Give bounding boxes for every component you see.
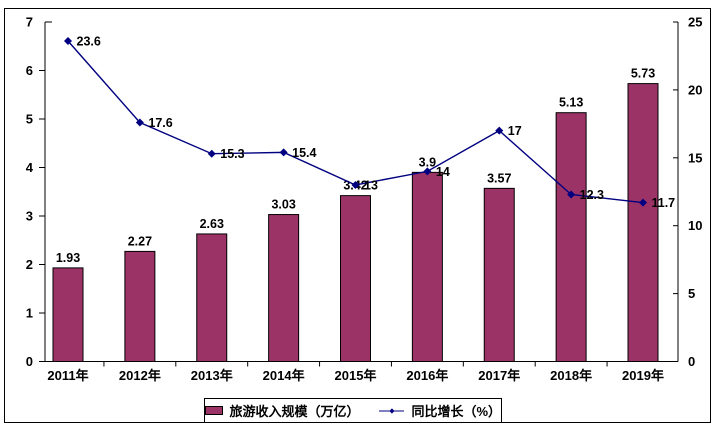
line-marker-diamond (423, 167, 432, 176)
x-category-label: 2013年 (191, 368, 233, 383)
bar-2015年 (340, 195, 371, 362)
line-value-label: 14 (436, 165, 450, 179)
x-category-label: 2011年 (47, 368, 88, 383)
line-value-label: 13 (364, 178, 378, 192)
line-value-label: 23.6 (77, 35, 101, 49)
line-value-label: 15.4 (292, 146, 316, 160)
chart-legend: 旅游收入规模（万亿） 同比增长（%） (204, 398, 502, 423)
x-category-label: 2018年 (550, 368, 592, 383)
x-category-label: 2017年 (478, 368, 520, 383)
legend-bar-series-label: 旅游收入规模（万亿） (229, 404, 360, 419)
line-value-label: 12.3 (580, 188, 604, 202)
legend-line-marker-icon (378, 407, 405, 414)
legend-bar-swatch-icon (205, 406, 223, 415)
y-left-tick-label: 2 (26, 257, 33, 272)
bar-value-label: 5.73 (631, 67, 655, 81)
y-right-tick-label: 0 (688, 354, 695, 369)
y-left-tick-label: 4 (26, 160, 34, 175)
y-right-tick-label: 15 (688, 150, 702, 165)
line-marker-diamond (64, 37, 72, 46)
y-right-tick-label: 5 (688, 286, 695, 301)
line-marker-diamond (207, 149, 216, 158)
line-value-label: 11.7 (652, 196, 676, 210)
bar-value-label: 2.63 (200, 217, 224, 231)
x-category-label: 2016年 (406, 368, 448, 383)
line-value-label: 17 (508, 124, 522, 138)
x-category-label: 2012年 (119, 368, 161, 383)
bar-2013年 (196, 233, 228, 363)
y-left-tick-label: 6 (26, 63, 33, 78)
bar-value-label: 3.57 (487, 171, 511, 185)
bar-value-label: 5.13 (559, 96, 583, 110)
line-marker-diamond (495, 126, 504, 135)
bar-2017年 (483, 187, 515, 362)
line-value-label: 15.3 (220, 147, 244, 161)
bar-2014年 (268, 214, 300, 362)
bar-2018年 (555, 112, 587, 362)
x-category-label: 2019年 (622, 368, 664, 383)
bar-2011年 (52, 267, 84, 362)
bar-value-label: 2.27 (128, 234, 152, 248)
bar-2012年 (124, 250, 156, 362)
line-marker-diamond (135, 118, 144, 127)
x-category-label: 2014年 (263, 368, 305, 383)
y-left-tick-label: 0 (26, 354, 33, 369)
y-left-tick-label: 7 (26, 15, 33, 30)
line-marker-diamond (279, 148, 288, 157)
bar-2019年 (627, 83, 659, 362)
y-right-tick-label: 20 (688, 82, 702, 97)
bar-2016年 (411, 171, 443, 362)
legend-line-series-label: 同比增长（%） (411, 404, 501, 419)
line-marker-diamond (639, 198, 647, 207)
y-right-tick-label: 25 (688, 15, 702, 30)
y-left-tick-label: 1 (26, 306, 33, 321)
y-right-tick-label: 10 (688, 218, 702, 233)
line-marker-diamond (567, 190, 576, 199)
bar-value-label: 3.9 (419, 155, 436, 169)
x-category-label: 2015年 (335, 368, 377, 383)
line-value-label: 17.6 (148, 116, 172, 130)
y-left-tick-label: 3 (26, 209, 33, 224)
bar-value-label: 3.03 (271, 198, 295, 212)
bar-value-label: 1.93 (56, 251, 80, 265)
y-left-tick-label: 5 (26, 112, 33, 127)
line-marker-diamond (351, 180, 360, 189)
